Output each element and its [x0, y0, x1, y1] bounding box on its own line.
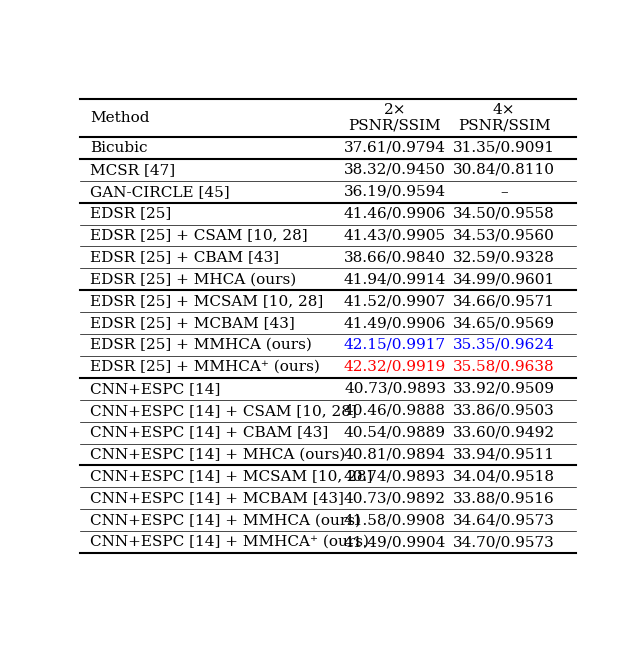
Text: 41.94/0.9914: 41.94/0.9914	[344, 272, 446, 286]
Text: CNN+ESPC [14] + MMHCA (ours): CNN+ESPC [14] + MMHCA (ours)	[90, 513, 361, 527]
Text: 34.65/0.9569: 34.65/0.9569	[453, 316, 555, 330]
Text: CNN+ESPC [14] + MCSAM [10, 28]: CNN+ESPC [14] + MCSAM [10, 28]	[90, 470, 372, 483]
Text: EDSR [25] + CSAM [10, 28]: EDSR [25] + CSAM [10, 28]	[90, 228, 308, 243]
Text: 2×
PSNR/SSIM: 2× PSNR/SSIM	[349, 103, 441, 133]
Text: 41.49/0.9904: 41.49/0.9904	[344, 535, 446, 549]
Text: CNN+ESPC [14]: CNN+ESPC [14]	[90, 382, 220, 396]
Text: CNN+ESPC [14] + CSAM [10, 28]: CNN+ESPC [14] + CSAM [10, 28]	[90, 404, 356, 418]
Text: EDSR [25] + MHCA (ours): EDSR [25] + MHCA (ours)	[90, 272, 296, 286]
Text: CNN+ESPC [14] + MCBAM [43]: CNN+ESPC [14] + MCBAM [43]	[90, 491, 344, 506]
Text: CNN+ESPC [14] + CBAM [43]: CNN+ESPC [14] + CBAM [43]	[90, 426, 328, 439]
Text: 41.46/0.9906: 41.46/0.9906	[344, 207, 446, 220]
Text: 36.19/0.9594: 36.19/0.9594	[344, 184, 446, 199]
Text: 33.94/0.9511: 33.94/0.9511	[453, 447, 555, 462]
Text: MCSR [47]: MCSR [47]	[90, 163, 175, 177]
Text: 37.61/0.9794: 37.61/0.9794	[344, 141, 446, 155]
Text: 41.52/0.9907: 41.52/0.9907	[344, 294, 446, 308]
Text: Bicubic: Bicubic	[90, 141, 147, 155]
Text: 31.35/0.9091: 31.35/0.9091	[453, 141, 555, 155]
Text: 34.99/0.9601: 34.99/0.9601	[453, 272, 556, 286]
Text: CNN+ESPC [14] + MMHCA⁺ (ours): CNN+ESPC [14] + MMHCA⁺ (ours)	[90, 535, 369, 549]
Text: EDSR [25]: EDSR [25]	[90, 207, 171, 220]
Text: 33.86/0.9503: 33.86/0.9503	[453, 404, 555, 418]
Text: 34.04/0.9518: 34.04/0.9518	[453, 470, 555, 483]
Text: 40.73/0.9893: 40.73/0.9893	[344, 382, 446, 396]
Text: 33.92/0.9509: 33.92/0.9509	[453, 382, 555, 396]
Text: 41.43/0.9905: 41.43/0.9905	[344, 228, 446, 243]
Text: 40.46/0.9888: 40.46/0.9888	[344, 404, 446, 418]
Text: 33.88/0.9516: 33.88/0.9516	[453, 491, 555, 506]
Text: 41.49/0.9906: 41.49/0.9906	[344, 316, 446, 330]
Text: EDSR [25] + CBAM [43]: EDSR [25] + CBAM [43]	[90, 250, 279, 264]
Text: 4×
PSNR/SSIM: 4× PSNR/SSIM	[458, 103, 550, 133]
Text: EDSR [25] + MMHCA⁺ (ours): EDSR [25] + MMHCA⁺ (ours)	[90, 360, 320, 374]
Text: 42.15/0.9917: 42.15/0.9917	[344, 338, 446, 352]
Text: EDSR [25] + MCSAM [10, 28]: EDSR [25] + MCSAM [10, 28]	[90, 294, 323, 308]
Text: 35.35/0.9624: 35.35/0.9624	[453, 338, 555, 352]
Text: 30.84/0.8110: 30.84/0.8110	[453, 163, 555, 177]
Text: 40.81/0.9894: 40.81/0.9894	[344, 447, 446, 462]
Text: 38.66/0.9840: 38.66/0.9840	[344, 250, 446, 264]
Text: 34.64/0.9573: 34.64/0.9573	[453, 513, 555, 527]
Text: 34.70/0.9573: 34.70/0.9573	[453, 535, 555, 549]
Text: EDSR [25] + MCBAM [43]: EDSR [25] + MCBAM [43]	[90, 316, 294, 330]
Text: 40.54/0.9889: 40.54/0.9889	[344, 426, 446, 439]
Text: 34.53/0.9560: 34.53/0.9560	[453, 228, 555, 243]
Text: 34.50/0.9558: 34.50/0.9558	[453, 207, 555, 220]
Text: CNN+ESPC [14] + MHCA (ours): CNN+ESPC [14] + MHCA (ours)	[90, 447, 346, 462]
Text: 42.32/0.9919: 42.32/0.9919	[344, 360, 446, 374]
Text: 41.58/0.9908: 41.58/0.9908	[344, 513, 446, 527]
Text: 33.60/0.9492: 33.60/0.9492	[453, 426, 555, 439]
Text: 40.74/0.9893: 40.74/0.9893	[344, 470, 446, 483]
Text: 40.73/0.9892: 40.73/0.9892	[344, 491, 446, 506]
Text: –: –	[500, 184, 508, 199]
Text: 38.32/0.9450: 38.32/0.9450	[344, 163, 446, 177]
Text: 32.59/0.9328: 32.59/0.9328	[453, 250, 555, 264]
Text: 35.58/0.9638: 35.58/0.9638	[453, 360, 555, 374]
Text: Method: Method	[90, 111, 149, 125]
Text: GAN-CIRCLE [45]: GAN-CIRCLE [45]	[90, 184, 230, 199]
Text: 34.66/0.9571: 34.66/0.9571	[453, 294, 555, 308]
Text: EDSR [25] + MMHCA (ours): EDSR [25] + MMHCA (ours)	[90, 338, 312, 352]
